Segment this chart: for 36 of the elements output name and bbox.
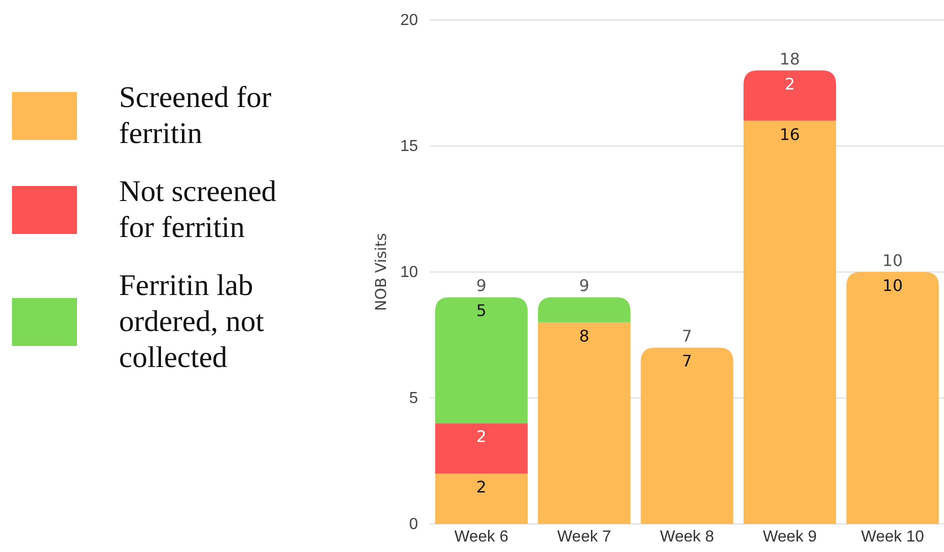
x-tick-label: Week 7 bbox=[557, 528, 612, 546]
bar bbox=[640, 348, 734, 524]
data-label: 7 bbox=[682, 352, 692, 371]
legend-label: Not screened for ferritin bbox=[119, 174, 278, 246]
bar bbox=[744, 120, 836, 524]
total-label: 9 bbox=[579, 276, 590, 296]
total-label: 18 bbox=[780, 49, 800, 68]
bar bbox=[538, 297, 630, 322]
x-tick-label: Week 6 bbox=[454, 528, 508, 546]
bar bbox=[846, 272, 939, 524]
x-tick-label: Week 8 bbox=[660, 528, 714, 546]
data-label: 16 bbox=[780, 124, 800, 144]
total-label: 10 bbox=[882, 251, 903, 270]
y-axis-title: NOB Visits bbox=[372, 232, 390, 311]
legend-label: Screened for ferritin bbox=[119, 80, 272, 152]
data-label: 2 bbox=[784, 74, 795, 94]
total-label: 9 bbox=[476, 276, 486, 296]
total-label: 7 bbox=[682, 326, 692, 346]
bar bbox=[435, 423, 528, 474]
legend-label: Ferritin lab ordered, not collected bbox=[119, 268, 265, 376]
bar bbox=[744, 70, 836, 121]
bar bbox=[435, 474, 528, 524]
x-tick-label: Week 9 bbox=[762, 528, 817, 546]
data-label: 5 bbox=[476, 301, 486, 320]
bar bbox=[538, 322, 630, 524]
y-tick-label: 20 bbox=[400, 12, 418, 30]
bar bbox=[435, 297, 528, 424]
y-tick-label: 10 bbox=[400, 264, 418, 282]
x-tick-label: Week 10 bbox=[861, 528, 924, 546]
data-label: 10 bbox=[882, 276, 903, 295]
y-tick-label: 5 bbox=[409, 390, 418, 408]
y-tick-label: 0 bbox=[409, 516, 418, 534]
y-tick-label: 15 bbox=[400, 138, 418, 156]
data-label: 2 bbox=[476, 427, 486, 446]
data-label: 2 bbox=[476, 478, 486, 497]
data-label: 8 bbox=[579, 326, 590, 346]
